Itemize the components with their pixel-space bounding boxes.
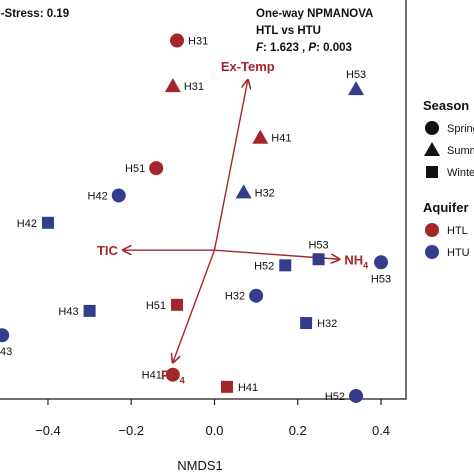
x-tick-label: 0.2 [289,423,307,438]
x-tick-label: −0.2 [118,423,144,438]
legend-season-symbol [425,121,439,135]
legend-season-symbol [426,166,438,178]
test-title: One-way NPMANOVA [256,8,373,20]
data-point [170,33,185,48]
legend-aquifer-label: HTL [447,225,468,237]
point-label: H41 [271,133,291,145]
legend-season-title: Season [423,98,469,113]
data-point [0,328,10,343]
legend-aquifer-entries: HTL HTU [425,223,470,259]
vector-label: NH4 [344,252,368,270]
vector-label: Ex-Temp [221,59,275,74]
point-label: H51 [146,300,166,312]
data-point [300,317,313,330]
x-axis-label: NMDS1 [177,458,223,473]
p-value-value: : 0.003 [316,42,352,54]
vector-arrow [213,80,247,251]
data-point [252,129,269,144]
point-label: H43 [0,346,12,358]
data-point [312,253,325,266]
points-layer: H31 H31 H53 H41 H51 H32 H42 H42 H53 H52 H53 H32 H51 H… [0,33,391,403]
point-label: H32 [317,318,337,330]
point-label: H42 [17,218,37,230]
legend: Season Spring Summer Winter Aquifer HTL HTU [423,98,474,259]
data-point [149,161,164,176]
stress-label: 2D-Stress: 0.19 [0,8,69,20]
legend-season-label: Spring [447,123,474,135]
data-point [249,288,264,303]
point-label: H53 [346,69,366,81]
data-point [348,81,365,96]
point-label: H31 [184,81,204,93]
data-point [164,78,181,93]
f-stat-symbol: F [256,42,264,54]
legend-aquifer-title: Aquifer [423,200,469,215]
point-label: H31 [188,36,208,48]
legend-season-symbol [424,142,440,156]
f-stat-value: : 1.623 , [263,42,308,54]
x-axis: −0.4 −0.2 0.0 0.2 0.4 [35,399,390,438]
vector-arrow [173,249,216,362]
point-label: H53 [308,239,328,251]
data-point [279,259,292,272]
point-label: H53 [371,273,391,285]
data-point [41,216,54,229]
x-tick-label: −0.4 [35,423,61,438]
vector-layer: Ex-TempTICNH4PO4 [97,59,368,386]
legend-aquifer-symbol [425,245,439,259]
point-label: H52 [254,260,274,272]
point-label: H42 [88,190,108,202]
point-label: H52 [325,391,345,403]
point-label: H51 [125,163,145,175]
data-point [374,255,389,270]
data-point [171,298,184,311]
data-point [349,388,364,403]
data-point [111,188,126,203]
test-comparison: HTL vs HTU [256,25,321,37]
point-label: H32 [225,291,245,303]
x-tick-label: 0.0 [205,423,223,438]
legend-season-label: Winter [447,167,474,179]
x-tick-label: 0.4 [372,423,390,438]
p-value-symbol: P [308,42,316,54]
data-point [220,380,233,393]
legend-aquifer-label: HTU [447,247,470,259]
point-label: H41 [238,382,258,394]
data-point [235,184,252,199]
point-label: H43 [58,306,78,318]
vector-label: TIC [97,243,119,258]
data-point [165,367,180,382]
data-point [83,304,96,317]
point-label: H41 [142,370,162,382]
legend-aquifer-symbol [425,223,439,237]
plot-frame [0,0,407,400]
point-label: H32 [255,187,275,199]
legend-season-entries: Spring Summer Winter [424,121,474,179]
legend-season-label: Summer [447,145,474,157]
test-statistics: F: 1.623 , P: 0.003 [256,42,352,54]
